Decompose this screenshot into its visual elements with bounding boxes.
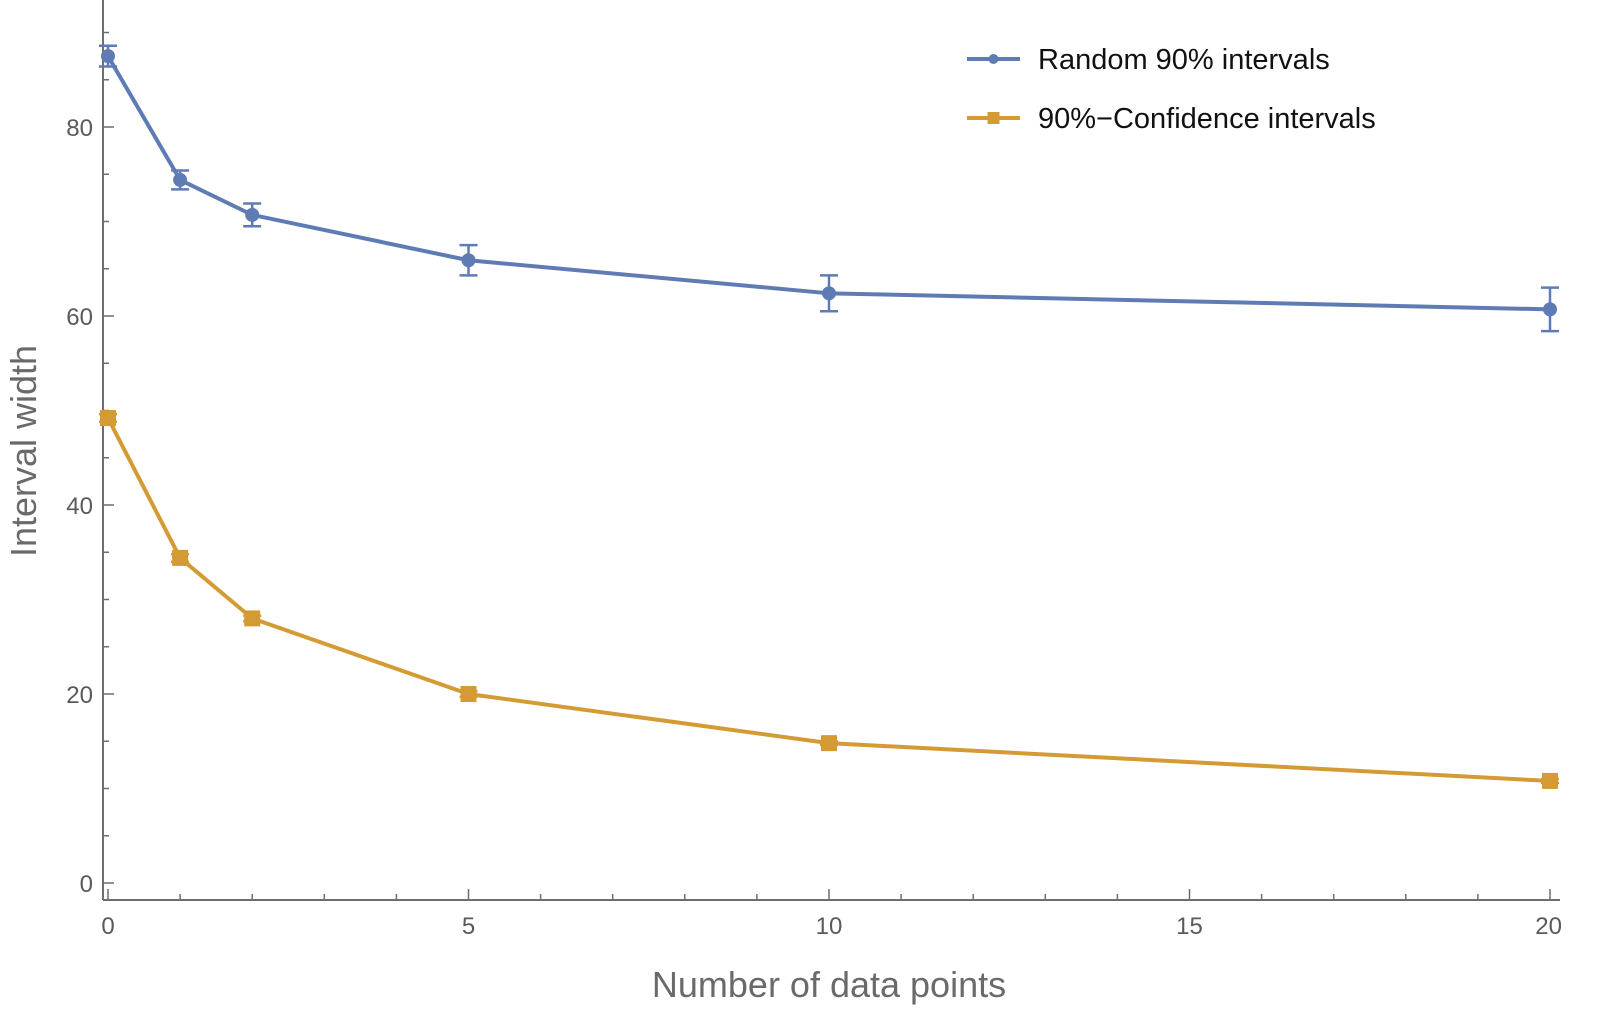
series-random-intervals — [99, 44, 1559, 333]
data-point-square — [1542, 772, 1558, 789]
y-tick-label: 40 — [66, 493, 93, 520]
data-point-circle — [245, 207, 260, 222]
legend-item-confidence: 90%−Confidence intervals — [967, 103, 1376, 135]
data-point-circle — [822, 286, 836, 301]
series-confidence-intervals — [99, 410, 1559, 789]
y-axis-title: Interval width — [3, 345, 44, 557]
y-tick-label: 20 — [66, 682, 93, 709]
data-point-square — [821, 735, 837, 752]
data-point-square — [460, 686, 477, 702]
x-tick-label: 20 — [1535, 913, 1562, 940]
y-ticks: 0 20 40 60 80 — [66, 31, 114, 898]
data-point-square — [244, 610, 261, 627]
data-point-circle — [461, 253, 476, 268]
y-tick-label: 60 — [66, 304, 93, 331]
x-tick-label: 10 — [816, 913, 843, 940]
legend-square-marker-icon — [987, 112, 1000, 124]
x-axis-title: Number of data points — [652, 964, 1006, 1005]
series-line — [106, 55, 1551, 312]
plot-area — [99, 44, 1559, 789]
axes: 0 20 40 60 80 0 5 10 15 20 — [66, 0, 1562, 940]
y-tick-label: 80 — [66, 115, 93, 142]
legend-label-confidence: 90%−Confidence intervals — [1038, 103, 1376, 135]
y-tick-label: 0 — [80, 871, 93, 898]
data-point-circle — [1543, 302, 1557, 317]
x-tick-label: 5 — [462, 913, 475, 940]
legend-label-random: Random 90% intervals — [1038, 44, 1330, 76]
data-point-square — [100, 410, 116, 427]
x-tick-label: 0 — [101, 913, 114, 940]
series-line — [106, 417, 1551, 783]
legend-item-random: Random 90% intervals — [967, 44, 1330, 76]
data-point-circle — [101, 49, 115, 64]
data-point-circle — [173, 172, 188, 187]
data-point-square — [172, 549, 189, 566]
legend: Random 90% intervals 90%−Confidence inte… — [967, 44, 1376, 135]
x-ticks: 0 5 10 15 20 — [101, 889, 1562, 940]
x-tick-label: 15 — [1176, 913, 1203, 940]
legend-circle-marker-icon — [988, 54, 999, 64]
